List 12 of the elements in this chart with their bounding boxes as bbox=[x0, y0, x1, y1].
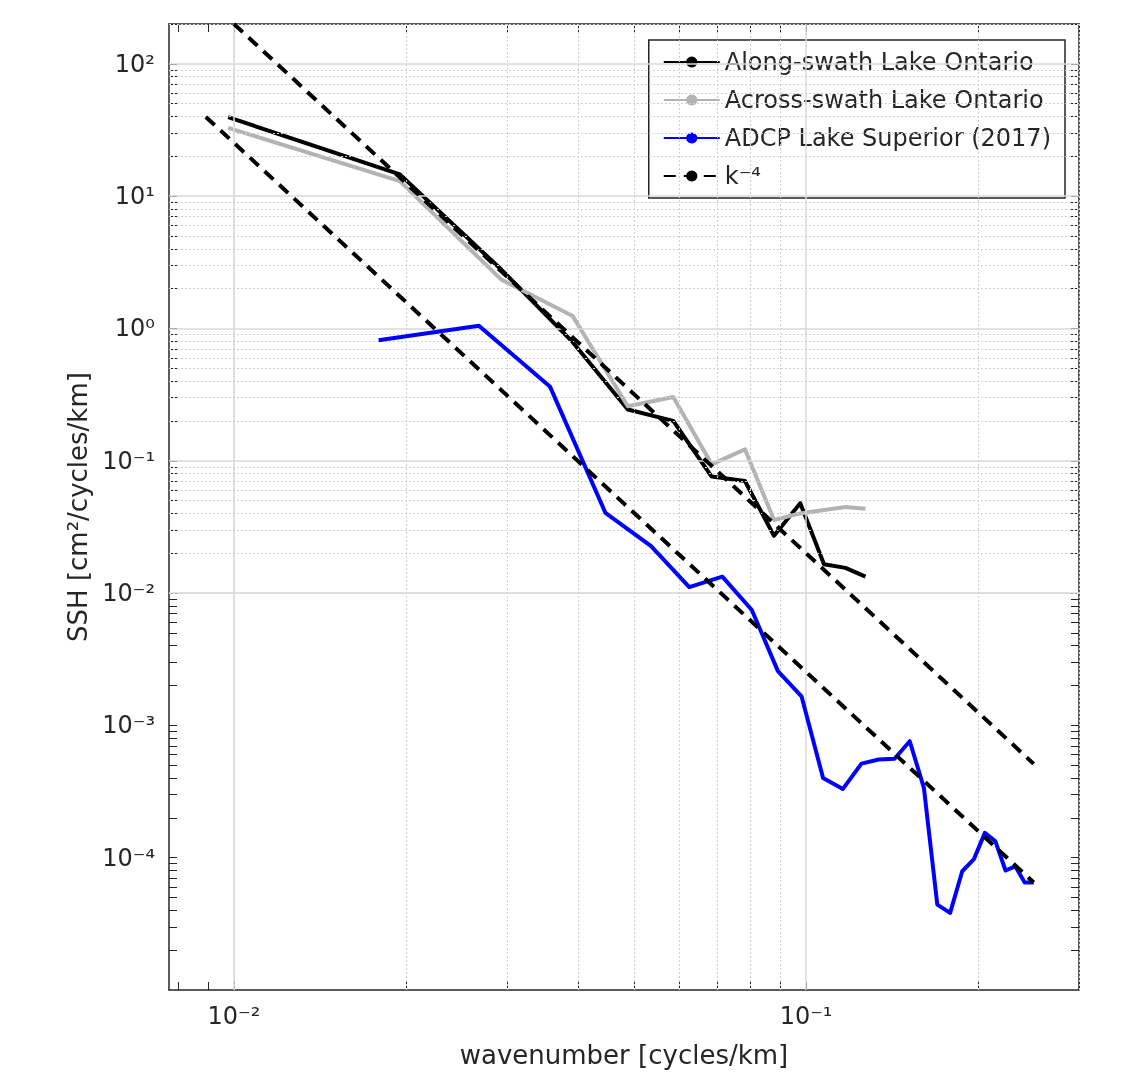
x-axis-title: wavenumber [cycles/km] bbox=[459, 1040, 789, 1070]
legend-label: Across-swath Lake Ontario bbox=[724, 86, 1044, 114]
y-tick-label: 10⁻¹ bbox=[102, 446, 155, 475]
y-tick-label: 10⁻⁴ bbox=[102, 843, 155, 872]
legend-label: k⁻⁴ bbox=[724, 162, 761, 190]
y-tick-label: 10⁻² bbox=[102, 579, 155, 608]
y-tick-label: 10⁰ bbox=[114, 314, 155, 343]
y-tick-label: 10⁻³ bbox=[102, 711, 155, 740]
y-tick-label: 10¹ bbox=[114, 182, 155, 211]
y-axis-title: SSH [cm²/cycles/km] bbox=[63, 372, 94, 642]
legend-label: Along-swath Lake Ontario bbox=[724, 48, 1034, 76]
y-tick-label: 10² bbox=[114, 49, 155, 78]
